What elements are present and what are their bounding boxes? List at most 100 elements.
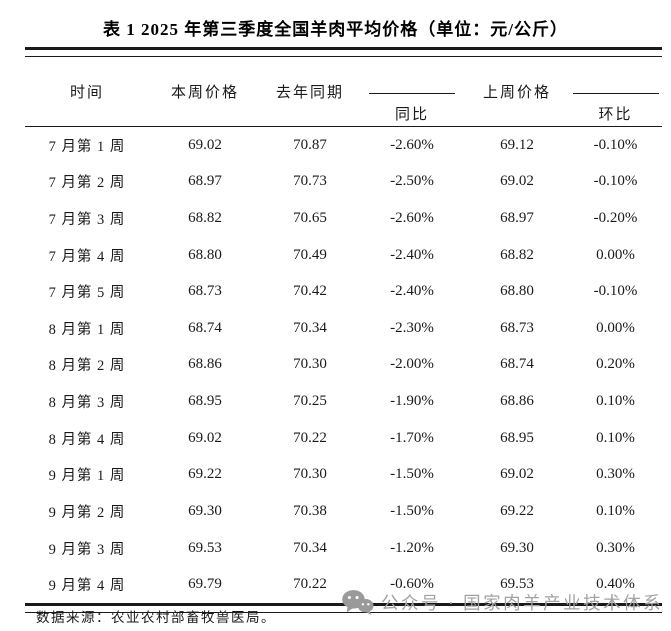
table-row: 7 月第 4 周 68.80 70.49 -2.40% 68.82 0.00% <box>25 237 662 273</box>
cell-last-week-price: 69.12 <box>500 136 534 153</box>
table-bottom-rule <box>25 603 662 613</box>
cell-last-week-price: 69.30 <box>500 539 534 556</box>
cell-time: 7 月第 3 周 <box>48 212 126 229</box>
table-row: 9 月第 4 周 69.79 70.22 -0.60% 69.53 0.40% <box>25 567 662 603</box>
table-row: 7 月第 3 周 68.82 70.65 -2.60% 68.97 -0.20% <box>25 201 662 237</box>
cell-yoy: -2.50% <box>390 173 434 190</box>
cell-yoy: -1.20% <box>390 539 434 556</box>
cell-wow: 0.00% <box>596 319 635 336</box>
cell-this-week-price: 69.22 <box>188 466 222 483</box>
cell-last-week-price: 69.02 <box>500 466 534 483</box>
table-row: 8 月第 1 周 68.74 70.34 -2.30% 68.73 0.00% <box>25 310 662 346</box>
header-last-week-price: 上周价格 <box>482 85 551 101</box>
table-row: 7 月第 5 周 68.73 70.42 -2.40% 68.80 -0.10% <box>25 274 662 310</box>
cell-last-week-price: 69.22 <box>500 502 534 519</box>
cell-yoy: -0.60% <box>390 576 434 593</box>
cell-yoy: -2.40% <box>390 283 434 300</box>
cell-last-week-price: 68.95 <box>500 429 534 446</box>
cell-yoy: -2.60% <box>390 136 434 153</box>
cell-last-week-price: 68.80 <box>500 283 534 300</box>
cell-wow: 0.30% <box>596 466 635 483</box>
cell-last-week-price: 68.97 <box>500 210 534 227</box>
header-last-year-period: 去年同期 <box>275 85 344 101</box>
cell-yoy: -2.30% <box>390 319 434 336</box>
header-wow: 环比 <box>569 57 662 126</box>
header-wow-label: 环比 <box>598 106 633 123</box>
cell-time: 9 月第 2 周 <box>48 504 126 521</box>
cell-yoy: -2.00% <box>390 356 434 373</box>
cell-this-week-price: 68.86 <box>188 356 222 373</box>
cell-last-year-price: 70.25 <box>293 393 327 410</box>
cell-last-year-price: 70.49 <box>293 246 327 263</box>
cell-this-week-price: 68.80 <box>188 246 222 263</box>
table-row: 8 月第 2 周 68.86 70.30 -2.00% 68.74 0.20% <box>25 347 662 383</box>
cell-last-week-price: 68.74 <box>500 356 534 373</box>
cell-wow: 0.00% <box>596 246 635 263</box>
cell-last-year-price: 70.30 <box>293 356 327 373</box>
cell-this-week-price: 69.79 <box>188 576 222 593</box>
cell-this-week-price: 69.30 <box>188 502 222 519</box>
cell-time: 7 月第 1 周 <box>48 138 126 155</box>
cell-time: 7 月第 4 周 <box>48 248 126 265</box>
cell-wow: 0.10% <box>596 393 635 410</box>
cell-last-week-price: 68.82 <box>500 246 534 263</box>
cell-this-week-price: 68.82 <box>188 210 222 227</box>
cell-wow: 0.30% <box>596 539 635 556</box>
cell-time: 8 月第 3 周 <box>48 395 126 412</box>
table-row: 7 月第 2 周 68.97 70.73 -2.50% 69.02 -0.10% <box>25 164 662 200</box>
cell-last-week-price: 69.02 <box>500 173 534 190</box>
header-yoy: 同比 <box>359 57 465 126</box>
cell-time: 7 月第 5 周 <box>48 285 126 302</box>
cell-wow: -0.10% <box>593 283 638 300</box>
cell-last-year-price: 70.34 <box>293 539 327 556</box>
cell-last-week-price: 69.53 <box>500 576 534 593</box>
cell-yoy: -1.90% <box>390 393 434 410</box>
cell-time: 9 月第 3 周 <box>48 541 126 558</box>
watermark: 公众号 · 国家肉羊产业技术体系 <box>341 589 663 616</box>
table-top-rule <box>25 47 662 57</box>
cell-time: 8 月第 2 周 <box>48 358 126 375</box>
cell-wow: -0.10% <box>593 173 638 190</box>
header-yoy-label: 同比 <box>394 106 429 123</box>
wow-spanner-line <box>572 92 659 94</box>
cell-time: 7 月第 2 周 <box>48 175 126 192</box>
cell-time: 8 月第 1 周 <box>48 321 126 338</box>
watermark-text: 公众号 · 国家肉羊产业技术体系 <box>381 593 664 613</box>
cell-wow: 0.10% <box>596 502 635 519</box>
table-header-row: 时间 本周价格 去年同期 同比 上周价格 环比 <box>25 57 662 127</box>
data-source-note: 数据来源：农业农村部畜牧兽医局。 <box>36 610 276 625</box>
price-table: 时间 本周价格 去年同期 同比 上周价格 环比 7 月第 1 周 69.02 7… <box>25 47 662 613</box>
table-row: 8 月第 4 周 69.02 70.22 -1.70% 68.95 0.10% <box>25 420 662 456</box>
cell-this-week-price: 68.95 <box>188 393 222 410</box>
cell-last-week-price: 68.73 <box>500 319 534 336</box>
table-row: 9 月第 1 周 69.22 70.30 -1.50% 69.02 0.30% <box>25 457 662 493</box>
cell-wow: -0.20% <box>593 210 638 227</box>
cell-last-year-price: 70.73 <box>293 173 327 190</box>
cell-last-year-price: 70.30 <box>293 466 327 483</box>
cell-last-year-price: 70.34 <box>293 319 327 336</box>
cell-wow: 0.10% <box>596 429 635 446</box>
cell-this-week-price: 68.73 <box>188 283 222 300</box>
cell-this-week-price: 68.97 <box>188 173 222 190</box>
yoy-spanner-line <box>369 92 455 94</box>
cell-this-week-price: 68.74 <box>188 319 222 336</box>
cell-yoy: -1.50% <box>390 466 434 483</box>
cell-last-year-price: 70.87 <box>293 136 327 153</box>
cell-time: 8 月第 4 周 <box>48 431 126 448</box>
cell-wow: -0.10% <box>593 136 638 153</box>
table-title: 表 1 2025 年第三季度全国羊肉平均价格（单位：元/公斤） <box>103 20 568 39</box>
cell-time: 9 月第 4 周 <box>48 578 126 595</box>
cell-last-year-price: 70.22 <box>293 576 327 593</box>
cell-last-week-price: 68.86 <box>500 393 534 410</box>
table-row: 9 月第 3 周 69.53 70.34 -1.20% 69.30 0.30% <box>25 530 662 566</box>
cell-wow: 0.40% <box>596 576 635 593</box>
cell-this-week-price: 69.02 <box>188 429 222 446</box>
cell-this-week-price: 69.53 <box>188 539 222 556</box>
cell-yoy: -1.50% <box>390 502 434 519</box>
cell-wow: 0.20% <box>596 356 635 373</box>
table-row: 7 月第 1 周 69.02 70.87 -2.60% 69.12 -0.10% <box>25 127 662 163</box>
cell-time: 9 月第 1 周 <box>48 468 126 485</box>
table-row: 9 月第 2 周 69.30 70.38 -1.50% 69.22 0.10% <box>25 493 662 529</box>
cell-last-year-price: 70.65 <box>293 210 327 227</box>
